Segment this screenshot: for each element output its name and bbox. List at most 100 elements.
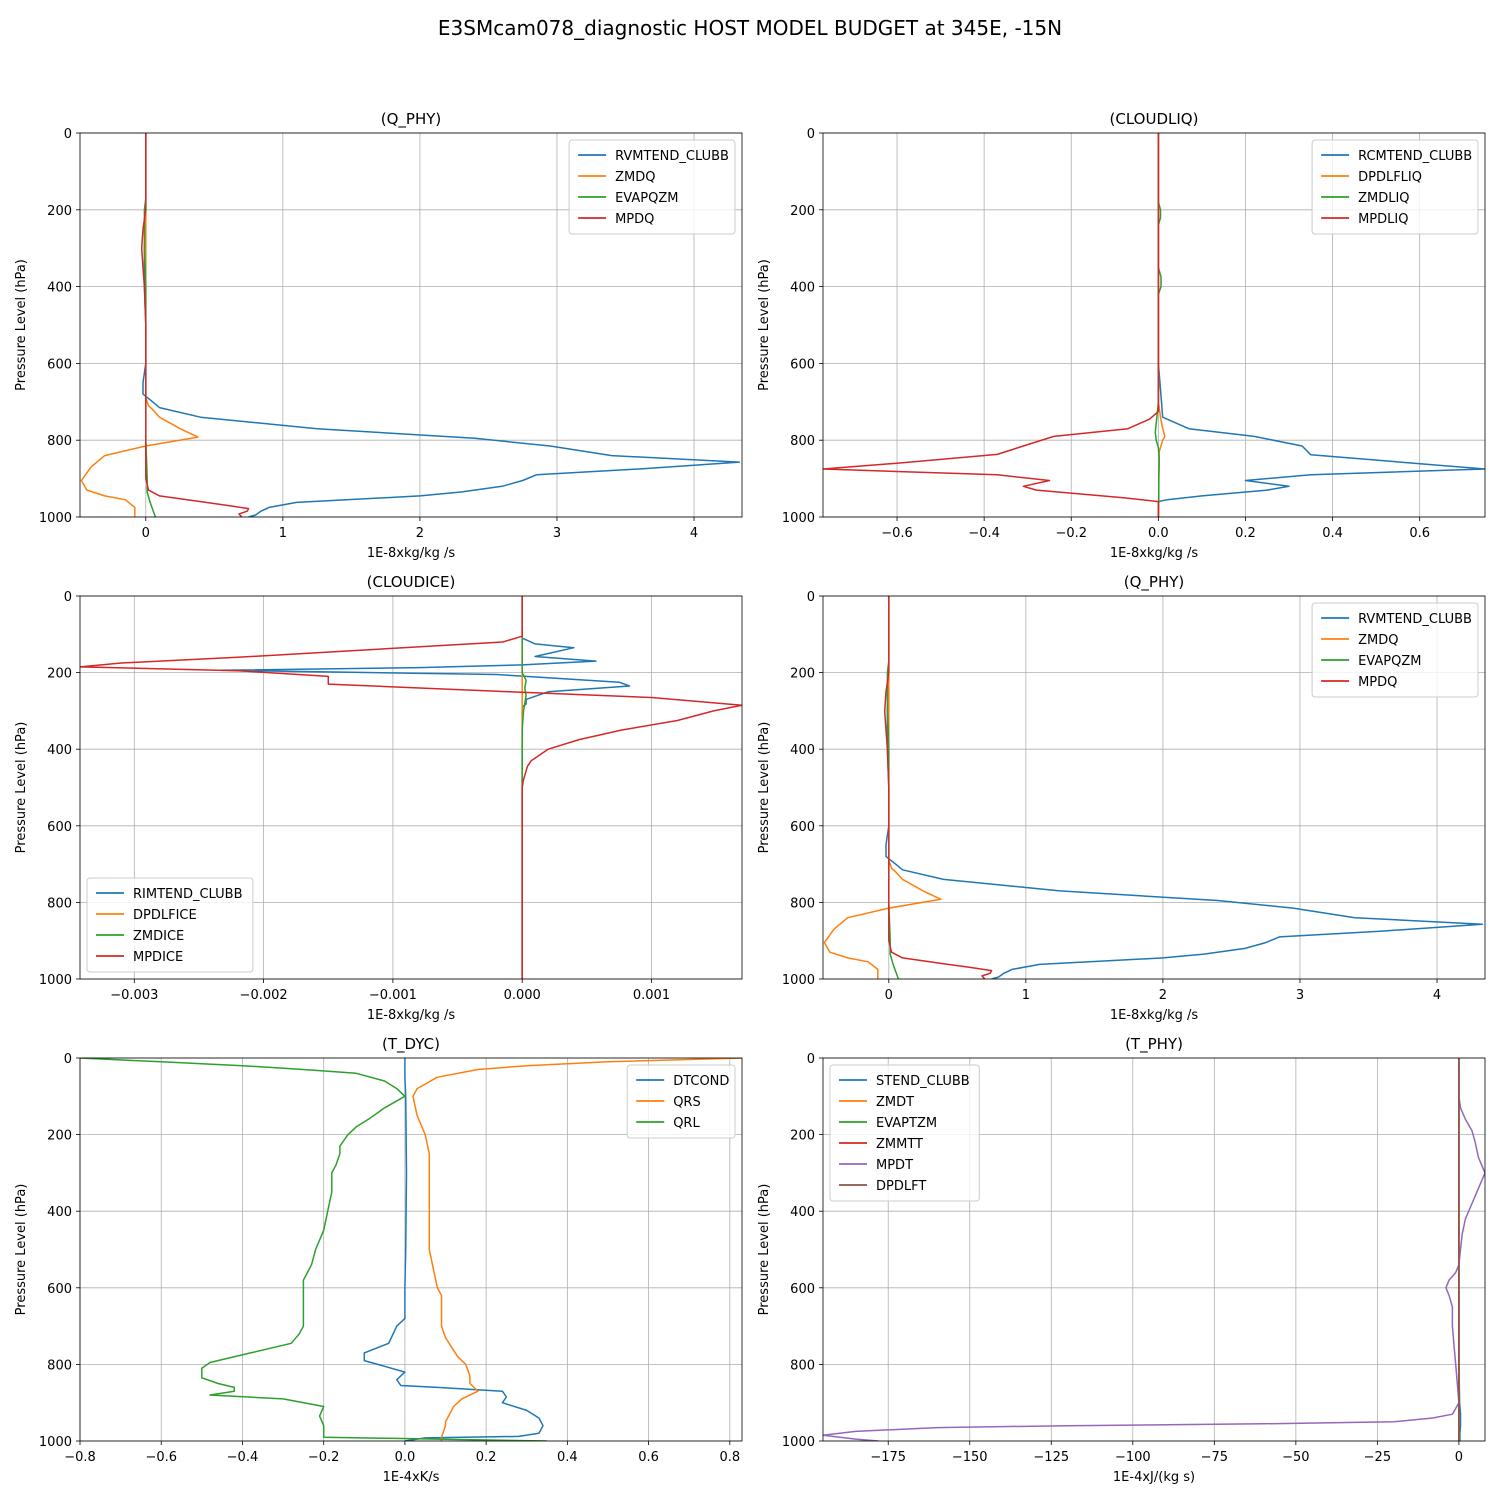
legend-label-dtcond: DTCOND [673, 1074, 729, 1089]
y-tick-label: 600 [47, 1282, 72, 1297]
y-tick-label: 200 [47, 667, 72, 682]
legend-label-dpdlft: DPDLFT [876, 1179, 926, 1194]
y-tick-label: 1000 [39, 1435, 72, 1450]
legend-box [1311, 602, 1479, 698]
legend-label-mpdt: MPDT [876, 1158, 913, 1173]
x-tick-label: 2 [416, 526, 424, 541]
legend-label-dpdlfice: DPDLFICE [133, 908, 197, 923]
x-tick-label: −125 [1033, 1450, 1069, 1465]
series-line-dtcond [363, 1058, 544, 1441]
x-tick-label: 0.6 [638, 1450, 659, 1465]
legend-label-qrl: QRL [673, 1116, 700, 1131]
y-tick-label: 400 [790, 281, 815, 296]
x-tick-label: −0.002 [240, 988, 288, 1003]
legend-label-zmdq: ZMDQ [615, 170, 655, 185]
x-tick-label: 0.8 [719, 1450, 740, 1465]
tick-labels: 0 1 2 3 4 0 200 400 600 800 1000 [782, 590, 1441, 1003]
y-tick-label: 1000 [782, 973, 815, 988]
series-lines [80, 1058, 742, 1441]
x-tick-label: 0.2 [476, 1450, 497, 1465]
x-axis-label: 1E-8xkg/kg /s [367, 546, 456, 561]
subplot-t-phy: −175 −150 −125 −100 −75 −50 −25 0 0 200 400 600 800 1… [757, 1035, 1486, 1485]
y-tick-label: 600 [790, 357, 815, 372]
y-tick-label: 600 [47, 357, 72, 372]
legend-label-qrs: QRS [673, 1095, 701, 1110]
x-tick-label: 2 [1159, 988, 1167, 1003]
legend-label-rvmtend-clubb: RVMTEND_CLUBB [1358, 612, 1472, 627]
subplot-title: (T_DYC) [382, 1035, 440, 1054]
x-tick-label: 0.2 [1235, 526, 1256, 541]
y-tick-label: 1000 [39, 511, 72, 526]
x-axis-label: 1E-4xJ/(kg s) [1113, 1470, 1195, 1485]
subplot-cloudliq: −0.6 −0.4 −0.2 0.0 0.2 0.4 0.6 0 200 400 600 800 100… [757, 110, 1486, 561]
x-tick-label: −25 [1364, 1450, 1391, 1465]
legend: RCMTEND_CLUBB DPDLFLIQ ZMDLIQ MPDLIQ [1311, 139, 1479, 235]
y-axis-label: Pressure Level (hPa) [757, 722, 772, 854]
subplot-title: (CLOUDLIQ) [1110, 110, 1199, 128]
series-lines [823, 1058, 1485, 1441]
x-tick-label: 0.0 [395, 1450, 416, 1465]
legend: RVMTEND_CLUBB ZMDQ EVAPQZM MPDQ [1311, 602, 1479, 698]
x-axis-label: 1E-8xkg/kg /s [367, 1008, 456, 1023]
tick-labels: −175 −150 −125 −100 −75 −50 −25 0 0 200 400 600 800 1… [782, 1052, 1463, 1465]
series-line-mpdq [883, 596, 993, 979]
legend-label-evaptzm: EVAPTZM [876, 1116, 937, 1131]
y-axis-label: Pressure Level (hPa) [757, 259, 772, 391]
x-tick-label: 0.000 [504, 988, 541, 1003]
legend-label-zmdice: ZMDICE [133, 929, 184, 944]
legend-label-mpdice: MPDICE [133, 950, 183, 965]
y-axis-label: Pressure Level (hPa) [757, 1184, 772, 1316]
subplot-title: (T_PHY) [1125, 1035, 1183, 1054]
y-tick-label: 200 [790, 204, 815, 219]
y-tick-label: 400 [790, 1205, 815, 1220]
y-tick-label: 200 [47, 1129, 72, 1144]
x-tick-label: 3 [1296, 988, 1304, 1003]
legend-box [568, 139, 736, 235]
legend: DTCOND QRS QRL [626, 1064, 736, 1139]
axes-frame [822, 132, 1486, 518]
axes-frame [79, 595, 743, 980]
legend-label-rimtend-clubb: RIMTEND_CLUBB [133, 887, 243, 902]
legend-label-rvmtend-clubb: RVMTEND_CLUBB [615, 149, 729, 164]
axes-frame [822, 1057, 1486, 1442]
legend-label-evapqzm: EVAPQZM [1358, 654, 1421, 669]
x-tick-label: −0.2 [308, 1450, 340, 1465]
x-tick-label: 0.001 [633, 988, 670, 1003]
legend-label-stend-clubb: STEND_CLUBB [876, 1074, 970, 1089]
y-axis-label: Pressure Level (hPa) [14, 1184, 29, 1316]
x-tick-label: −0.6 [145, 1450, 177, 1465]
series-lines [80, 133, 741, 517]
subplot-q-phy-middle-right: 0 1 2 3 4 0 200 400 600 800 1000 (Q_PHY) 1E-8xkg/kg … [757, 573, 1486, 1023]
y-axis-label: Pressure Level (hPa) [14, 722, 29, 854]
x-tick-label: 0.6 [1409, 526, 1430, 541]
legend-label-dpdlfliq: DPDLFLIQ [1358, 170, 1422, 185]
x-tick-label: 1 [1022, 988, 1030, 1003]
legend-label-mpdq: MPDQ [1358, 675, 1397, 690]
series-line-rcmtend-clubb [1157, 133, 1485, 517]
x-tick-label: 0.4 [557, 1450, 578, 1465]
x-axis-label: 1E-8xkg/kg /s [1110, 1008, 1199, 1023]
y-tick-label: 0 [807, 1052, 815, 1067]
y-tick-label: 800 [790, 1358, 815, 1373]
y-tick-label: 600 [790, 820, 815, 835]
y-tick-label: 800 [790, 896, 815, 911]
x-tick-label: −0.4 [968, 526, 1000, 541]
tick-labels: −0.8 −0.6 −0.4 −0.2 0.0 0.2 0.4 0.6 0.8 0 200 400 60… [39, 1052, 740, 1465]
y-tick-label: 200 [790, 1129, 815, 1144]
series-lines [823, 596, 1484, 979]
y-tick-label: 400 [47, 1205, 72, 1220]
series-line-mpdt [823, 1058, 1485, 1441]
x-tick-label: 3 [553, 526, 561, 541]
y-tick-label: 800 [47, 1358, 72, 1373]
x-tick-label: −100 [1115, 1450, 1151, 1465]
figure-title: E3SMcam078_diagnostic HOST MODEL BUDGET … [437, 16, 1063, 40]
legend-box [626, 1064, 736, 1139]
axes-frame [79, 1057, 743, 1442]
series-line-rimtend-clubb [220, 596, 631, 979]
legend-label-mpdliq: MPDLIQ [1358, 212, 1408, 227]
legend: RIMTEND_CLUBB DPDLFICE ZMDICE MPDICE [86, 877, 254, 973]
x-tick-label: 1 [279, 526, 287, 541]
legend-label-zmdt: ZMDT [876, 1095, 914, 1110]
subplot-title: (Q_PHY) [381, 110, 442, 129]
